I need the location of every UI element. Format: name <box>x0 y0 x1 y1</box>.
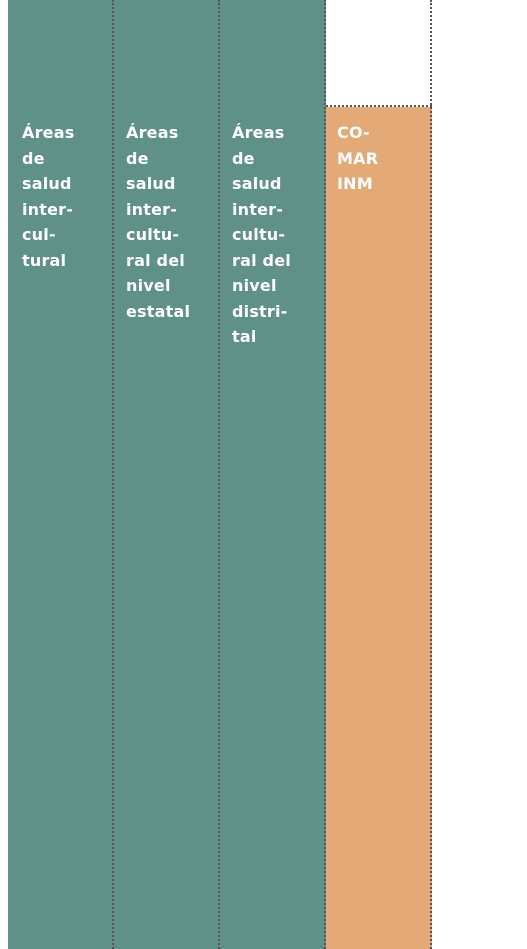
text-line: cultu- <box>232 225 286 244</box>
cell-text: Áreas de salud inter-cul-tural <box>22 120 74 273</box>
cell-text: Áreas de salud inter-cultu-ral del nivel esta… <box>126 120 190 324</box>
text-line: cul- <box>22 225 56 244</box>
text-line: Áreas <box>22 123 75 142</box>
text-line: inter- <box>232 199 284 219</box>
text-line: de <box>126 148 149 168</box>
text-line: CO- <box>337 123 370 142</box>
text-line: cultu- <box>126 225 180 244</box>
text-line: Áreas <box>126 123 179 142</box>
cell-text: Áreas de salud inter-cultu-ral del nivel dist… <box>232 120 291 350</box>
column-cell <box>220 0 326 949</box>
text-line: distri- <box>232 301 288 321</box>
text-line: Áreas <box>232 123 285 142</box>
dotted-border <box>430 0 432 949</box>
text-line: ral del <box>126 250 185 270</box>
text-line: de <box>22 148 45 168</box>
column-cell <box>114 0 220 949</box>
column-cell <box>326 107 432 949</box>
text-line: de <box>232 148 255 168</box>
dotted-border <box>324 0 326 949</box>
column-cell <box>8 0 114 949</box>
text-line: tal <box>232 327 257 346</box>
text-line: MAR <box>337 148 379 168</box>
dotted-border <box>218 0 220 949</box>
text-line: tural <box>22 250 67 270</box>
cell-text: CO- MAR INM <box>337 120 378 197</box>
text-line: nivel <box>126 276 171 295</box>
text-line: nivel <box>232 276 277 295</box>
dotted-border <box>112 0 114 949</box>
text-line: INM <box>337 174 373 193</box>
dotted-border <box>326 105 432 107</box>
text-line: salud <box>22 174 72 193</box>
text-line: inter- <box>126 199 178 219</box>
text-line: salud <box>126 174 176 193</box>
text-line: estatal <box>126 301 191 321</box>
text-line: ral del <box>232 250 291 270</box>
text-line: inter- <box>22 199 74 219</box>
text-line: salud <box>232 174 282 193</box>
